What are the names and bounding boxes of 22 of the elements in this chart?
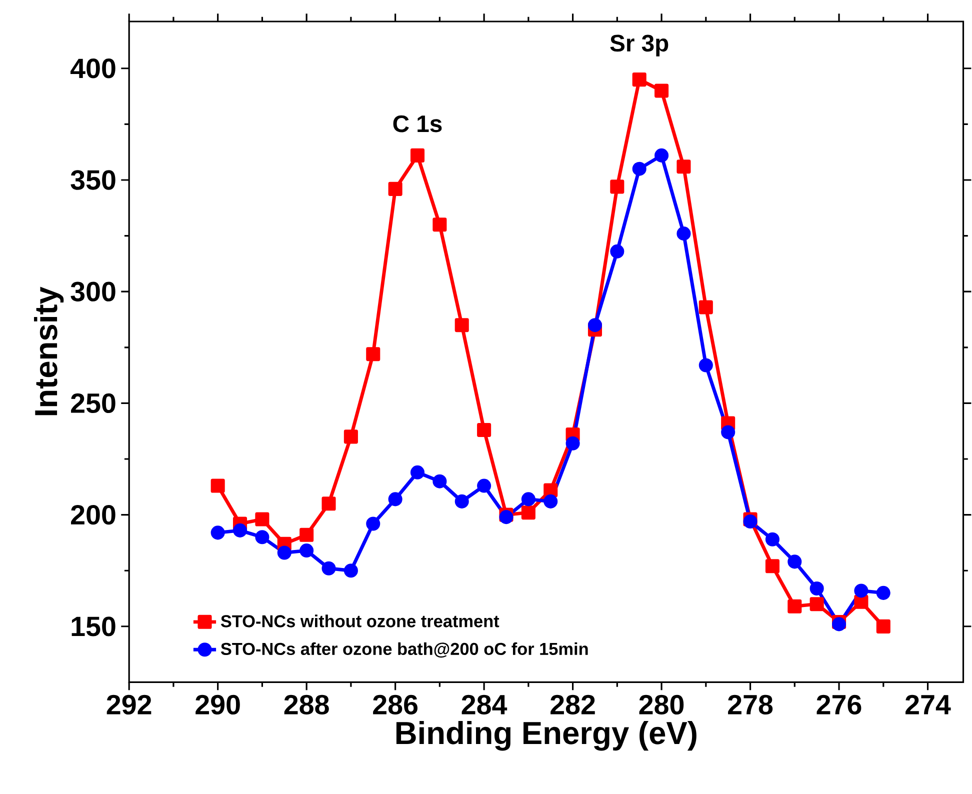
y-tick-label: 250 [71, 393, 116, 413]
x-tick-label: 284 [462, 694, 508, 714]
x-tick-label: 280 [639, 694, 684, 714]
x-tick-label: 276 [816, 694, 862, 714]
x-tick-label: 274 [906, 694, 951, 714]
annotation: C 1s [393, 115, 442, 132]
x-tick-label: 290 [196, 694, 240, 714]
x-axis-title: Binding Energy (eV) [396, 720, 696, 751]
y-tick-label: 150 [72, 616, 116, 636]
y-tick-label: 300 [70, 282, 116, 302]
x-tick-label: 282 [550, 694, 595, 714]
legend-label: STO-NCs after ozone bath@200 oC for 15min [220, 642, 588, 658]
y-axis-title: Intensity [34, 286, 64, 415]
y-tick-label: 400 [70, 58, 116, 78]
x-tick-label: 292 [106, 694, 152, 714]
y-tick-label: 200 [71, 504, 116, 524]
x-tick-label: 278 [728, 694, 773, 714]
y-tick-label: 350 [70, 170, 116, 190]
legend-label: STO-NCs without ozone treatment [220, 614, 500, 628]
x-tick-label: 288 [284, 694, 329, 714]
x-tick-label: 286 [373, 694, 418, 714]
annotation: Sr 3p [610, 34, 668, 56]
